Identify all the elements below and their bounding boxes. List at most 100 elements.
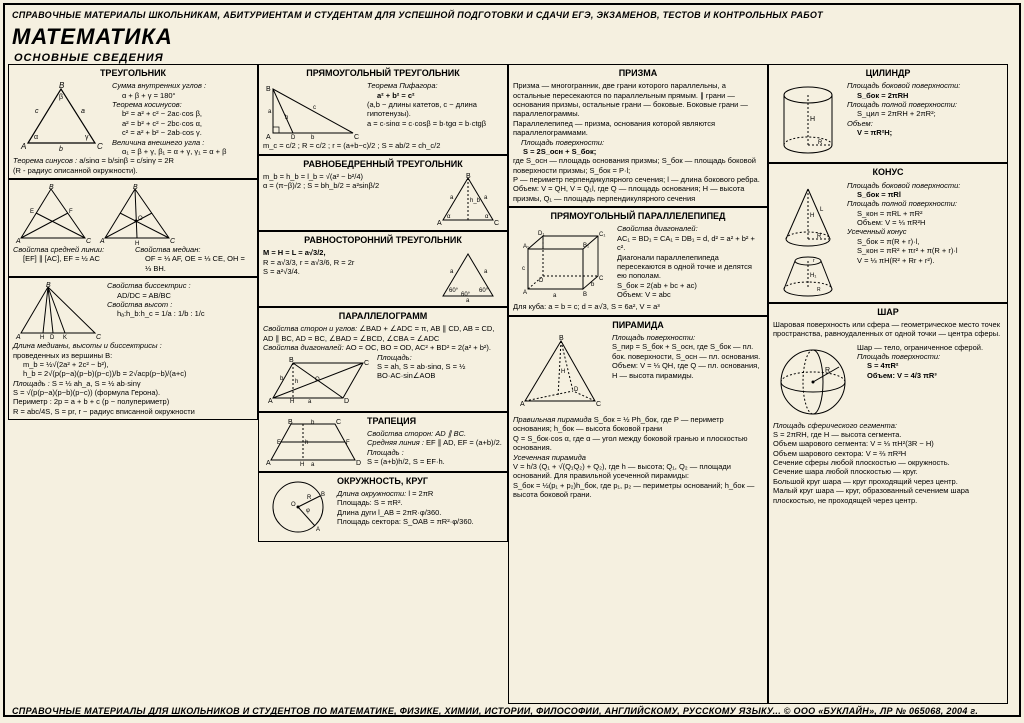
per: Периметр : 2p = a + b + c (p − полуперим…: [13, 397, 253, 406]
fig-bisect: ABC HDK: [13, 281, 103, 341]
rnote: (R - радиус описанной окружности).: [13, 166, 253, 175]
svg-text:D: D: [356, 460, 361, 467]
svg-text:B: B: [46, 282, 51, 289]
svg-text:D: D: [539, 278, 544, 284]
par-s-t: Площадь:: [377, 353, 503, 362]
box-v: Объем: V = abc: [617, 290, 763, 299]
svg-text:c: c: [35, 108, 39, 115]
svg-text:C: C: [170, 238, 176, 245]
pyr-s: S_пир = S_бок + S_осн, где S_бок — пл. б…: [612, 342, 763, 361]
h-cyl: ЦИЛИНДР: [773, 68, 1003, 79]
svg-text:a: a: [450, 269, 454, 275]
svg-text:C: C: [354, 134, 359, 141]
pyth-t: Теорема Пифагора:: [367, 81, 503, 90]
sph-def: Шаровая поверхность или сфера — геометри…: [773, 320, 1003, 339]
svg-text:a: a: [308, 399, 312, 405]
svg-text:B: B: [49, 184, 54, 191]
pyr-reg-t: Правильная пирамида: [513, 415, 592, 424]
cyl-v: V = πR²H;: [847, 128, 1003, 137]
dmh-t: Длина медианы, высоты и биссектрисы :: [13, 341, 253, 350]
sin: a/sinα = b/sinβ = c/sinγ = 2R: [79, 156, 174, 165]
eq-s: S = a²√3/4.: [263, 267, 429, 276]
pyr-v: Объем: V = ⅓ QH, где Q — пл. основания, …: [612, 361, 763, 380]
grid: ТРЕУГОЛЬНИК A B C c a b α β γ Сумма внут…: [8, 64, 1016, 704]
svg-text:a: a: [553, 293, 557, 299]
box-diag2: Диагонали параллелепипеда пересекаются в…: [617, 253, 763, 281]
h-circ: ОКРУЖНОСТЬ, КРУГ: [337, 476, 503, 487]
cos-t: Теорема косинусов:: [112, 100, 253, 109]
svg-text:B: B: [289, 357, 294, 364]
svg-text:A: A: [520, 401, 525, 408]
svg-text:60°: 60°: [479, 288, 489, 294]
svg-text:C: C: [364, 360, 369, 367]
cone-sf: S_кон = πRL + πR²: [847, 209, 1003, 218]
svg-text:L: L: [820, 207, 824, 213]
svg-text:C: C: [86, 238, 92, 245]
sph-s-t: Площадь поверхности:: [857, 352, 1003, 361]
cell-sphere: ШАР Шаровая поверхность или сфера — геом…: [768, 303, 1008, 705]
cyl-sf: S_цил = 2πRH + 2πR²;: [847, 109, 1003, 118]
mc: m_c = c/2 ; R = c/2 ; r = (a+b−c)/2 ; S …: [263, 141, 503, 150]
sph-n2: Сечение шара любой плоскостью — круг.: [773, 467, 1003, 476]
cell-cone: КОНУС HRL H₁rR Площадь боковой поверхнос…: [768, 163, 1008, 302]
svg-text:h_b: h_b: [470, 198, 481, 204]
h-trap: ТРАПЕЦИЯ: [367, 416, 503, 427]
svg-text:H: H: [300, 462, 304, 468]
cell-circ: OR BAφ ОКРУЖНОСТЬ, КРУГ Длина окружности…: [258, 472, 508, 542]
sum-t: Сумма внутренних углов :: [112, 81, 253, 90]
sum: α + β + γ = 180°: [112, 91, 253, 100]
box-s: S_бок = 2(ab + bc + ac): [617, 281, 763, 290]
svg-text:A: A: [20, 142, 26, 151]
trap-ml-t: Средняя линия :: [367, 438, 424, 447]
cone-tv: V = ⅓ πH(R² + Rr + r²).: [847, 256, 1003, 265]
trap-st: Свойства сторон: AD ∥ BC.: [367, 429, 503, 438]
h-sphere: ШАР: [773, 307, 1003, 318]
title-block: МАТЕМАТИКА: [8, 22, 1016, 52]
sph-ball: Шар — тело, ограниченное сферой.: [857, 343, 1003, 352]
dmh-s: проведенных из вершины B:: [13, 351, 253, 360]
s-t: Площадь :: [13, 379, 50, 388]
col-4: ЦИЛИНДР HR Площадь боковой поверхности: …: [768, 64, 1008, 704]
svg-text:B: B: [266, 86, 271, 93]
trig: a = c·sinα = c·cosβ = b·tgα = b·ctgβ: [367, 119, 503, 128]
col-3: ПРИЗМА Призма — многогранник, две грани …: [508, 64, 768, 704]
h-prism: ПРИЗМА: [513, 68, 763, 79]
cyl-sf-t: Площадь полной поверхности:: [847, 100, 1003, 109]
title-sub: ОСНОВНЫЕ СВЕДЕНИЯ: [8, 52, 1016, 64]
h-box: ПРЯМОУГОЛЬНЫЙ ПАРАЛЛЕЛЕПИПЕД: [513, 211, 763, 222]
sph-seg: S = 2πRH, где H — высота сегмента.: [773, 430, 1003, 439]
svg-text:b: b: [59, 146, 63, 151]
svg-text:D: D: [574, 387, 579, 393]
trap-s-t: Площадь :: [367, 448, 404, 457]
svg-text:C: C: [96, 334, 102, 341]
svg-text:α: α: [447, 214, 451, 220]
cyl-sb-t: Площадь боковой поверхности:: [847, 81, 1003, 90]
sph-seg-t: Площадь сферического сегмента:: [773, 421, 1003, 430]
hb: h_b = 2√(p(p−a)(p−b)(p−c))/b = 2√acp(p−b…: [13, 369, 253, 378]
h-eq: РАВНОСТОРОННИЙ ТРЕУГОЛЬНИК: [263, 235, 503, 246]
fig-cyl: HR: [773, 81, 843, 159]
pyr-trunc-s: S_бок = ½(p₁ + p₂)h_бок, где p₁, p₂ — пе…: [513, 481, 763, 500]
cone-sf-t: Площадь полной поверхности:: [847, 199, 1003, 208]
trap-s: S = (a+b)h/2, S = EF·h.: [367, 457, 503, 466]
rads: R = abc/4S, S = pr, r − радиус вписанной…: [13, 407, 253, 416]
s2: S = √(p(p−a)(p−b)(p−c)) (формула Герона)…: [13, 388, 253, 397]
svg-text:α: α: [485, 214, 489, 220]
cos2: a² = b² + c² − 2bc·cos α,: [112, 119, 253, 128]
svg-text:B: B: [583, 292, 587, 298]
pyr-trunc-v: V = h/3 (Q₁ + √(Q₁Q₂) + Q₂), где h — выс…: [513, 462, 763, 481]
svg-text:A: A: [437, 220, 442, 227]
prism-par: Параллелепипед — призма, основания котор…: [513, 119, 763, 138]
svg-text:h: h: [295, 379, 298, 385]
cell-cyl: ЦИЛИНДР HR Площадь боковой поверхности: …: [768, 64, 1008, 163]
svg-text:c: c: [313, 105, 316, 111]
sph-v: Объем: V = 4/3 πR³: [857, 371, 1003, 380]
svg-text:β: β: [59, 94, 63, 101]
cyl-v-t: Объем:: [847, 119, 873, 128]
iso-alpha: α = (π−β)/2 ; S = bh_b/2 = a²sinβ/2: [263, 181, 429, 190]
svg-text:H: H: [810, 213, 814, 219]
svg-text:H₁: H₁: [810, 273, 816, 279]
svg-text:H: H: [561, 369, 565, 375]
cone-v: Объем: V = ⅓ πR²H: [847, 218, 1003, 227]
sin-t: Теорема синусов :: [13, 156, 77, 165]
